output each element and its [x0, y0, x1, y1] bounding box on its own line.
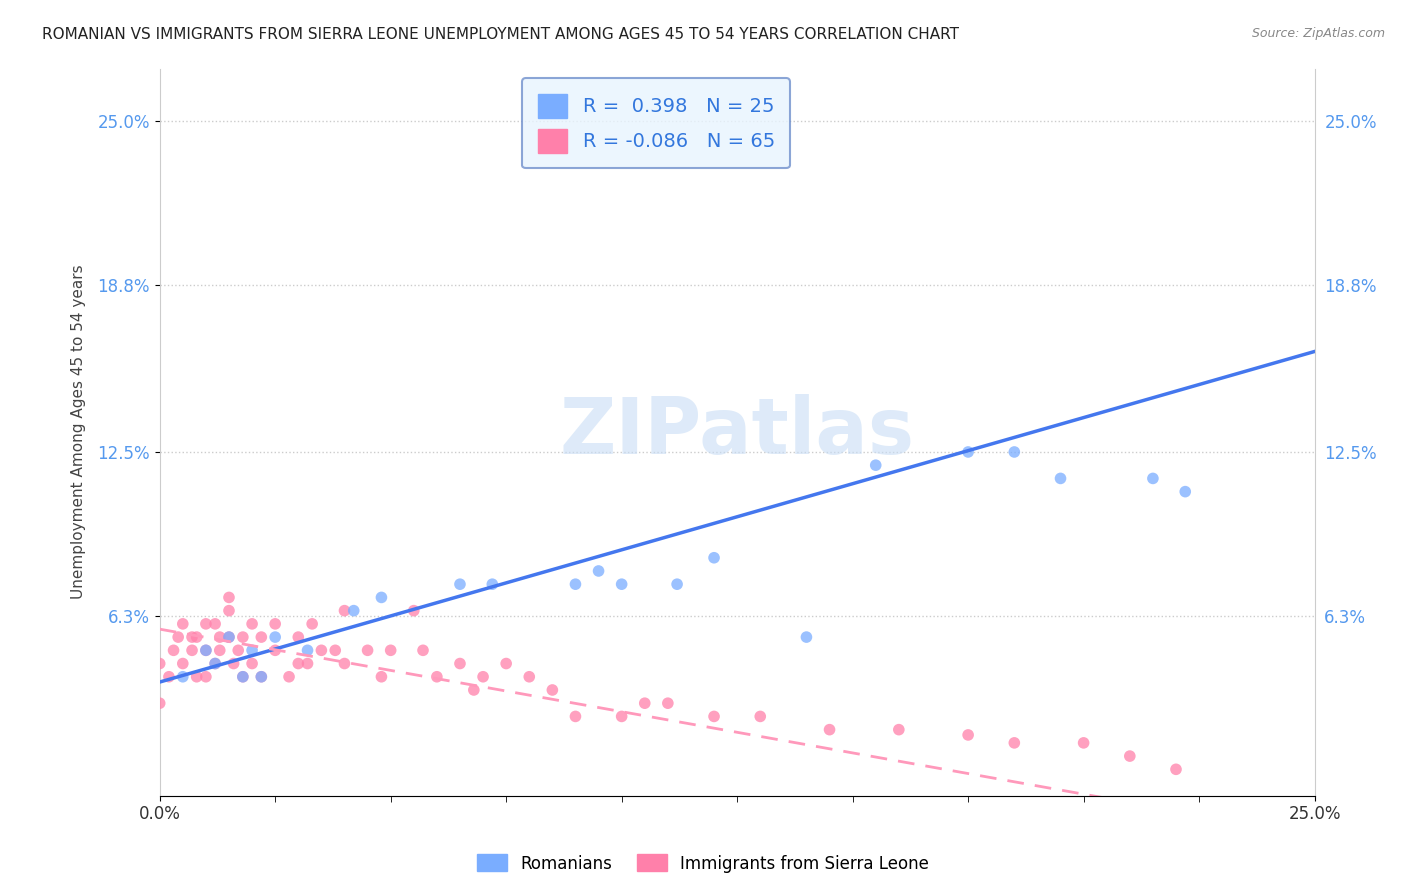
- Text: Source: ZipAtlas.com: Source: ZipAtlas.com: [1251, 27, 1385, 40]
- Point: [181, 643, 204, 657]
- Point: [194, 670, 217, 684]
- Point: [370, 591, 392, 605]
- Point: [323, 643, 346, 657]
- Point: [402, 604, 425, 618]
- Point: [264, 616, 287, 631]
- Point: [240, 657, 263, 671]
- Point: [226, 643, 249, 657]
- Point: [172, 670, 194, 684]
- Point: [463, 683, 485, 698]
- Point: [564, 577, 586, 591]
- Point: [1164, 762, 1187, 776]
- Point: [370, 670, 392, 684]
- Point: [204, 616, 226, 631]
- Point: [204, 657, 226, 671]
- Point: [657, 696, 679, 710]
- Y-axis label: Unemployment Among Ages 45 to 54 years: Unemployment Among Ages 45 to 54 years: [72, 265, 86, 599]
- Point: [333, 657, 356, 671]
- Point: [204, 657, 226, 671]
- Point: [1002, 445, 1025, 459]
- Point: [264, 643, 287, 657]
- Point: [311, 643, 333, 657]
- Point: [149, 657, 172, 671]
- Point: [240, 616, 263, 631]
- Point: [610, 709, 633, 723]
- Point: [186, 630, 208, 644]
- Point: [297, 643, 319, 657]
- Point: [1142, 471, 1164, 485]
- Point: [167, 630, 190, 644]
- Point: [218, 604, 240, 618]
- Point: [610, 577, 633, 591]
- Point: [343, 604, 366, 618]
- Point: [449, 657, 471, 671]
- Point: [172, 616, 194, 631]
- Point: [172, 657, 194, 671]
- Point: [157, 670, 180, 684]
- Point: [194, 616, 217, 631]
- Point: [287, 657, 309, 671]
- Point: [301, 616, 323, 631]
- Point: [1002, 736, 1025, 750]
- Point: [449, 577, 471, 591]
- Point: [250, 670, 273, 684]
- Point: [957, 728, 980, 742]
- Point: [495, 657, 517, 671]
- Point: [564, 709, 586, 723]
- Point: [194, 643, 217, 657]
- Legend: Romanians, Immigrants from Sierra Leone: Romanians, Immigrants from Sierra Leone: [470, 847, 936, 880]
- Point: [796, 630, 818, 644]
- Point: [186, 670, 208, 684]
- Point: [703, 550, 725, 565]
- Point: [208, 643, 231, 657]
- Point: [297, 657, 319, 671]
- Point: [588, 564, 610, 578]
- Point: [218, 630, 240, 644]
- Point: [264, 630, 287, 644]
- Point: [218, 630, 240, 644]
- Point: [287, 630, 309, 644]
- Point: [865, 458, 887, 473]
- Point: [1073, 736, 1095, 750]
- Point: [162, 643, 184, 657]
- Text: ROMANIAN VS IMMIGRANTS FROM SIERRA LEONE UNEMPLOYMENT AMONG AGES 45 TO 54 YEARS : ROMANIAN VS IMMIGRANTS FROM SIERRA LEONE…: [42, 27, 959, 42]
- Point: [541, 683, 564, 698]
- Point: [232, 670, 254, 684]
- Text: ZIPatlas: ZIPatlas: [560, 394, 915, 470]
- Point: [240, 643, 263, 657]
- Point: [380, 643, 402, 657]
- Point: [208, 630, 231, 644]
- Point: [703, 709, 725, 723]
- Point: [250, 630, 273, 644]
- Point: [1119, 749, 1142, 764]
- Point: [666, 577, 689, 591]
- Point: [218, 591, 240, 605]
- Point: [222, 657, 245, 671]
- Point: [333, 604, 356, 618]
- Point: [887, 723, 910, 737]
- Legend: R =  0.398   N = 25, R = -0.086   N = 65: R = 0.398 N = 25, R = -0.086 N = 65: [522, 78, 790, 169]
- Point: [472, 670, 495, 684]
- Point: [232, 630, 254, 644]
- Point: [749, 709, 772, 723]
- Point: [517, 670, 540, 684]
- Point: [634, 696, 657, 710]
- Point: [426, 670, 449, 684]
- Point: [957, 445, 980, 459]
- Point: [278, 670, 301, 684]
- Point: [194, 643, 217, 657]
- Point: [232, 670, 254, 684]
- Point: [250, 670, 273, 684]
- Point: [181, 630, 204, 644]
- Point: [818, 723, 841, 737]
- Point: [481, 577, 503, 591]
- Point: [1049, 471, 1071, 485]
- Point: [1174, 484, 1197, 499]
- Point: [356, 643, 378, 657]
- Point: [149, 696, 172, 710]
- Point: [412, 643, 434, 657]
